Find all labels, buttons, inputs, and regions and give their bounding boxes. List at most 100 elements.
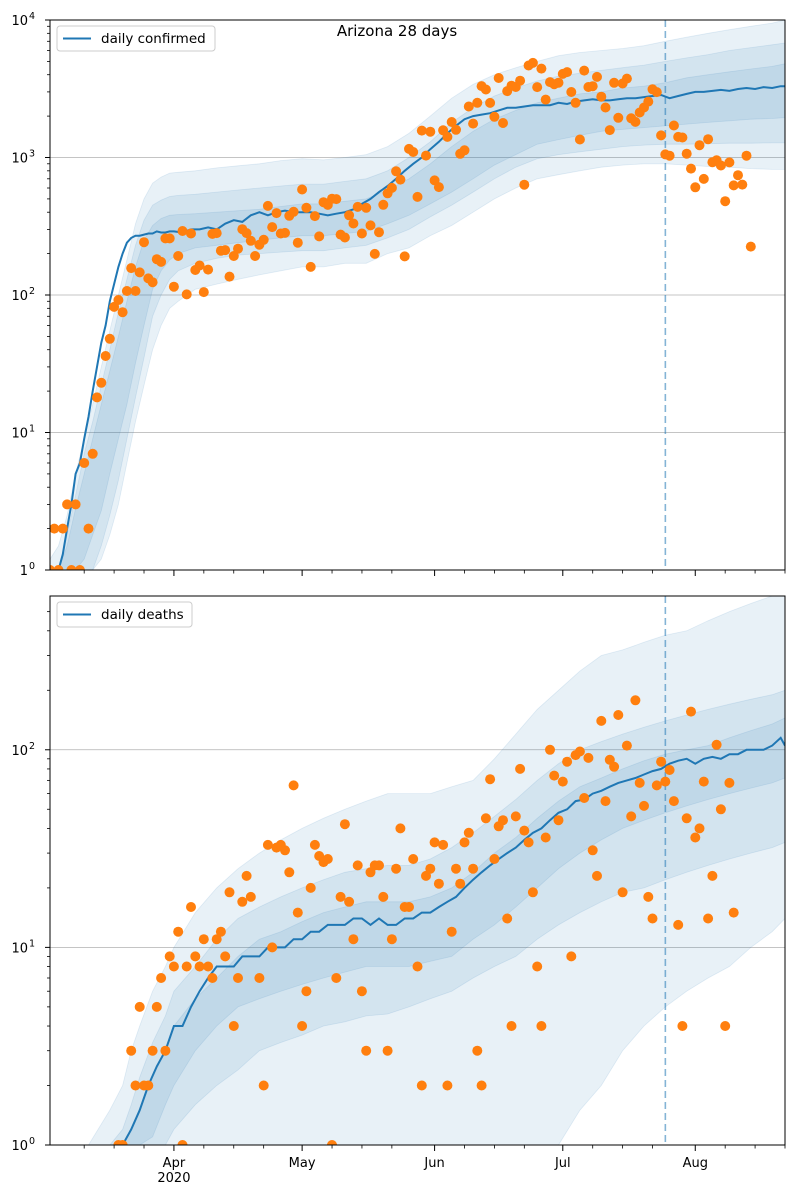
data-point <box>335 891 346 902</box>
data-point <box>339 232 350 243</box>
data-point <box>553 815 564 826</box>
data-point <box>647 913 658 924</box>
data-point <box>421 870 431 881</box>
data-point <box>117 1140 128 1145</box>
data-point <box>262 200 273 211</box>
data-point <box>215 926 226 937</box>
data-point <box>66 565 77 570</box>
data-point <box>664 765 675 775</box>
confirmed-legend-label: daily confirmed <box>101 31 206 47</box>
data-point <box>245 891 256 902</box>
data-point <box>211 934 222 945</box>
data-point <box>656 756 667 767</box>
data-point <box>130 1080 141 1091</box>
data-point <box>639 800 649 811</box>
data-point <box>280 227 290 238</box>
data-point <box>553 77 564 88</box>
confidence-band-2 <box>50 42 785 570</box>
data-point <box>617 887 628 898</box>
data-point <box>643 96 654 107</box>
data-point <box>433 182 444 193</box>
data-point <box>772 0 782 5</box>
confidence-band-3 <box>50 717 785 1145</box>
chart-title: Arizona 28 days <box>337 22 458 40</box>
data-point <box>600 102 611 113</box>
x-tick-label: Aug <box>683 1156 708 1171</box>
data-point <box>297 1021 308 1031</box>
data-point <box>703 913 714 924</box>
data-point <box>352 201 363 212</box>
data-point <box>186 902 196 912</box>
data-point <box>198 934 209 945</box>
data-point <box>134 267 145 278</box>
data-point <box>694 823 705 834</box>
data-point <box>540 832 551 843</box>
data-point <box>506 1021 517 1031</box>
data-point <box>780 0 790 5</box>
y-tick-exponent: 2 <box>29 741 35 752</box>
confirmed-model-line <box>50 85 785 570</box>
data-point <box>245 235 256 246</box>
deaths-data-points <box>113 0 790 1145</box>
data-point <box>233 243 243 254</box>
data-point <box>545 744 555 755</box>
data-point <box>271 208 282 219</box>
confidence-band-2 <box>50 689 785 1145</box>
x-tick-year: 2020 <box>157 1171 190 1186</box>
data-point <box>613 112 624 123</box>
y-tick-label: 10 <box>11 941 28 956</box>
data-point <box>203 961 214 972</box>
data-point <box>327 1140 337 1145</box>
data-point <box>579 65 590 76</box>
data-point <box>540 94 551 105</box>
data-point <box>386 182 397 193</box>
data-point <box>267 222 278 233</box>
data-point <box>476 1080 487 1091</box>
data-point <box>241 870 252 881</box>
data-point <box>233 973 243 983</box>
data-point <box>527 57 538 68</box>
data-point <box>780 0 790 5</box>
data-point <box>117 307 128 318</box>
data-point <box>83 523 94 534</box>
data-point <box>356 986 367 997</box>
data-point <box>767 0 777 5</box>
data-point <box>583 752 594 763</box>
data-point <box>668 796 679 807</box>
data-point <box>698 776 709 787</box>
data-point <box>707 870 718 881</box>
data-point <box>386 934 397 945</box>
data-point <box>173 251 184 261</box>
data-point <box>634 777 645 788</box>
data-point <box>715 804 726 815</box>
data-point <box>664 150 675 161</box>
x-tick-label: Jul <box>554 1156 571 1171</box>
data-point <box>651 780 662 791</box>
data-point <box>446 926 457 937</box>
data-point <box>74 565 85 570</box>
data-point <box>429 837 440 848</box>
data-point <box>156 973 167 983</box>
data-point <box>742 0 752 5</box>
data-point <box>651 87 662 98</box>
data-point <box>173 926 184 937</box>
data-point <box>404 902 414 912</box>
data-point <box>134 1001 145 1012</box>
confirmed-data-points <box>50 0 790 570</box>
data-point <box>754 0 764 5</box>
data-point <box>733 0 743 5</box>
data-point <box>536 1021 547 1031</box>
data-point <box>104 333 115 344</box>
data-point <box>643 891 654 902</box>
data-point <box>425 863 436 874</box>
data-point <box>566 951 577 962</box>
data-point <box>776 0 786 5</box>
data-point <box>711 739 722 750</box>
data-point <box>745 241 756 252</box>
data-point <box>395 174 406 185</box>
data-point <box>391 166 402 177</box>
data-point <box>220 951 231 962</box>
data-point <box>472 97 483 108</box>
